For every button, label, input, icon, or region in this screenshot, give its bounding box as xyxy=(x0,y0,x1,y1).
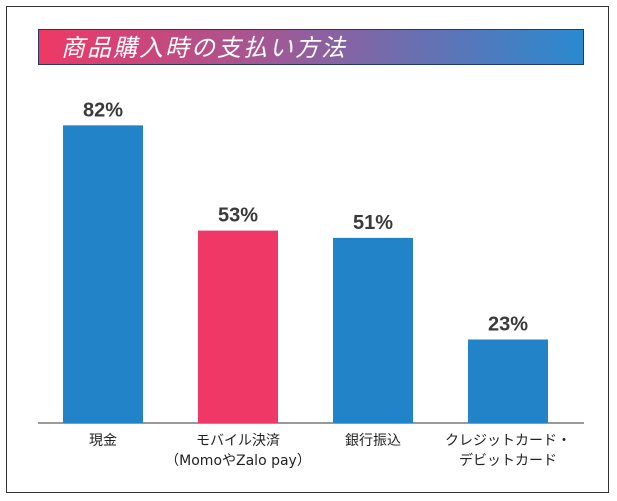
value-label-1: 82% xyxy=(83,99,123,121)
category-label-3-line-1: 銀行振込 xyxy=(345,433,401,449)
category-label-1-line-1: 現金 xyxy=(89,433,117,449)
bar-3 xyxy=(333,237,413,423)
bar-4 xyxy=(468,339,548,423)
category-label-4-line-1: クレジットカード・ xyxy=(445,433,571,449)
category-label-2-line-2: （MomoやZalo pay） xyxy=(165,453,311,469)
chart-title: 商品購入時の支払い方法 xyxy=(61,34,347,62)
category-label-2-line-1: モバイル決済 xyxy=(196,433,280,449)
bar-2 xyxy=(198,230,278,423)
value-label-2: 53% xyxy=(218,205,258,227)
bar-1 xyxy=(63,125,143,423)
value-label-4: 23% xyxy=(488,314,528,336)
category-label-4-line-2: デビットカード xyxy=(459,452,557,469)
value-label-3: 51% xyxy=(353,212,393,234)
title-banner: 商品購入時の支払い方法 xyxy=(38,29,584,65)
